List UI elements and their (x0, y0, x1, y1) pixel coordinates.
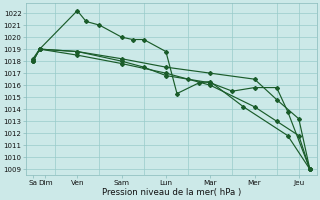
X-axis label: Pression niveau de la mer( hPa ): Pression niveau de la mer( hPa ) (102, 188, 241, 197)
